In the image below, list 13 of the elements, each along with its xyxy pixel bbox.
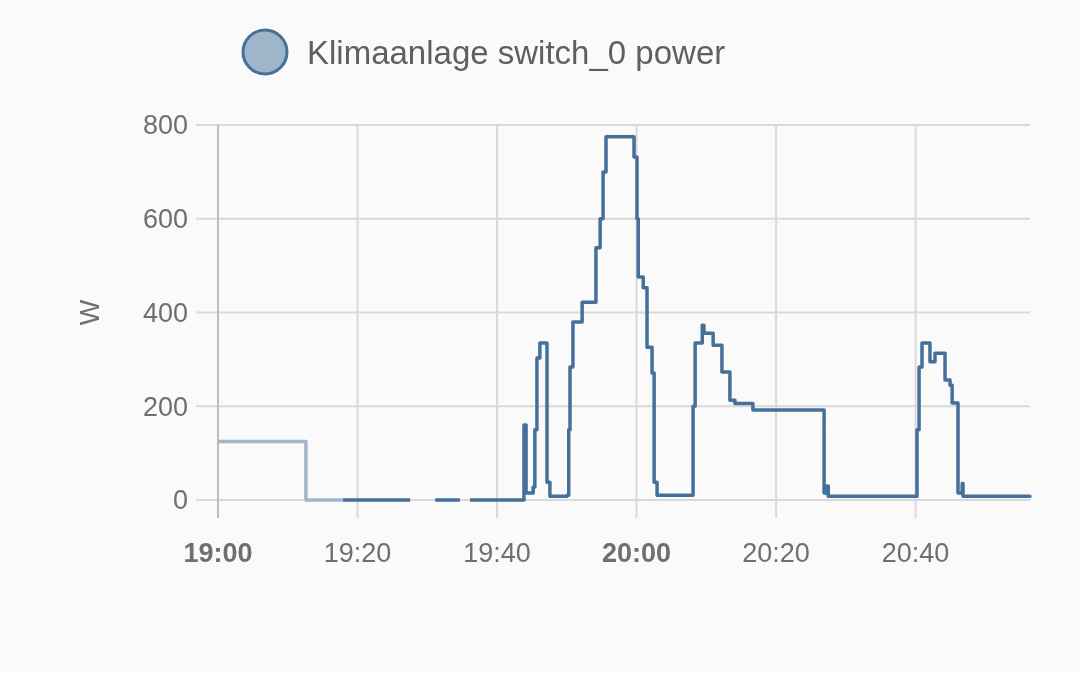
x-tick-label: 20:40 [881, 538, 950, 568]
y-tick-label: 600 [142, 204, 188, 235]
x-tick-label: 19:40 [463, 538, 531, 568]
legend-label: Klimaanlage switch_0 power [307, 33, 726, 71]
y-tick-label: 400 [142, 297, 188, 328]
y-tick-label: 200 [142, 391, 188, 422]
x-tick-label: 19:20 [323, 538, 392, 568]
x-tick-label: 20:00 [602, 538, 672, 568]
y-axis-title: W [75, 299, 106, 326]
y-tick-label: 0 [172, 485, 188, 516]
x-tick-label: 19:00 [183, 538, 253, 568]
y-tick-label: 800 [142, 110, 188, 141]
x-tick-label: 20:20 [742, 538, 810, 568]
